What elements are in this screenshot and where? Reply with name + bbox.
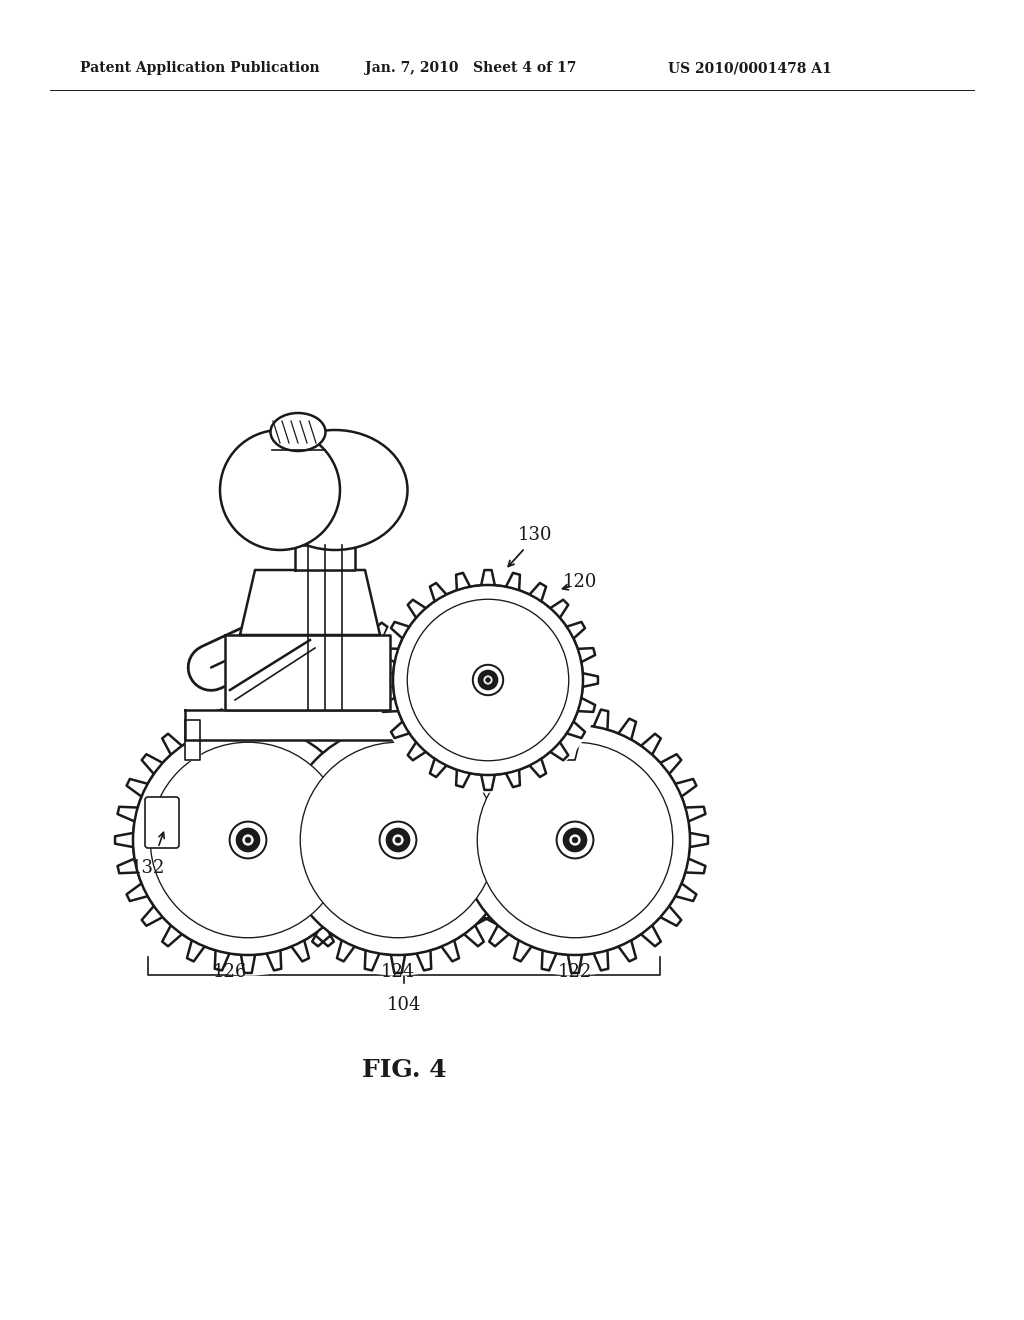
Circle shape <box>263 705 534 975</box>
Circle shape <box>113 705 383 975</box>
Circle shape <box>473 665 503 696</box>
Circle shape <box>408 599 568 760</box>
Circle shape <box>478 671 498 689</box>
Circle shape <box>485 677 490 682</box>
Polygon shape <box>225 635 390 710</box>
Circle shape <box>386 829 410 851</box>
Text: US 2010/0001478 A1: US 2010/0001478 A1 <box>668 61 831 75</box>
Polygon shape <box>185 710 430 741</box>
Circle shape <box>460 725 690 954</box>
Circle shape <box>322 692 338 708</box>
Text: FIG. 4: FIG. 4 <box>361 1059 446 1082</box>
Polygon shape <box>240 570 380 635</box>
Circle shape <box>237 829 259 851</box>
Text: Jan. 7, 2010   Sheet 4 of 17: Jan. 7, 2010 Sheet 4 of 17 <box>365 61 577 75</box>
Circle shape <box>300 742 496 937</box>
Ellipse shape <box>270 413 326 451</box>
Text: 132: 132 <box>131 859 165 876</box>
Circle shape <box>557 821 593 858</box>
FancyBboxPatch shape <box>145 797 179 847</box>
Text: 122: 122 <box>558 964 592 981</box>
Circle shape <box>234 605 425 795</box>
Circle shape <box>242 834 254 846</box>
Text: 126: 126 <box>213 964 247 981</box>
Polygon shape <box>490 680 580 760</box>
Circle shape <box>151 742 346 937</box>
Circle shape <box>317 688 343 713</box>
Circle shape <box>262 632 398 768</box>
Circle shape <box>391 834 404 846</box>
Polygon shape <box>295 545 355 570</box>
Circle shape <box>376 568 600 792</box>
Text: 104: 104 <box>387 997 421 1014</box>
Text: 130: 130 <box>518 525 552 544</box>
Polygon shape <box>185 719 200 760</box>
Circle shape <box>568 834 582 846</box>
Circle shape <box>133 725 362 954</box>
Circle shape <box>328 698 332 702</box>
Circle shape <box>393 585 583 775</box>
Text: Patent Application Publication: Patent Application Publication <box>80 61 319 75</box>
Circle shape <box>477 742 673 937</box>
Circle shape <box>572 837 578 843</box>
Circle shape <box>283 725 513 954</box>
Circle shape <box>229 821 266 858</box>
Circle shape <box>563 829 587 851</box>
Text: 120: 120 <box>563 573 597 591</box>
Circle shape <box>395 837 400 843</box>
Circle shape <box>482 675 494 685</box>
Circle shape <box>326 696 335 705</box>
Circle shape <box>245 837 251 843</box>
Circle shape <box>220 430 340 550</box>
Circle shape <box>250 620 410 780</box>
Text: 124: 124 <box>381 964 415 981</box>
Circle shape <box>440 705 710 975</box>
Circle shape <box>380 821 417 858</box>
Polygon shape <box>400 710 460 750</box>
Ellipse shape <box>262 430 408 550</box>
